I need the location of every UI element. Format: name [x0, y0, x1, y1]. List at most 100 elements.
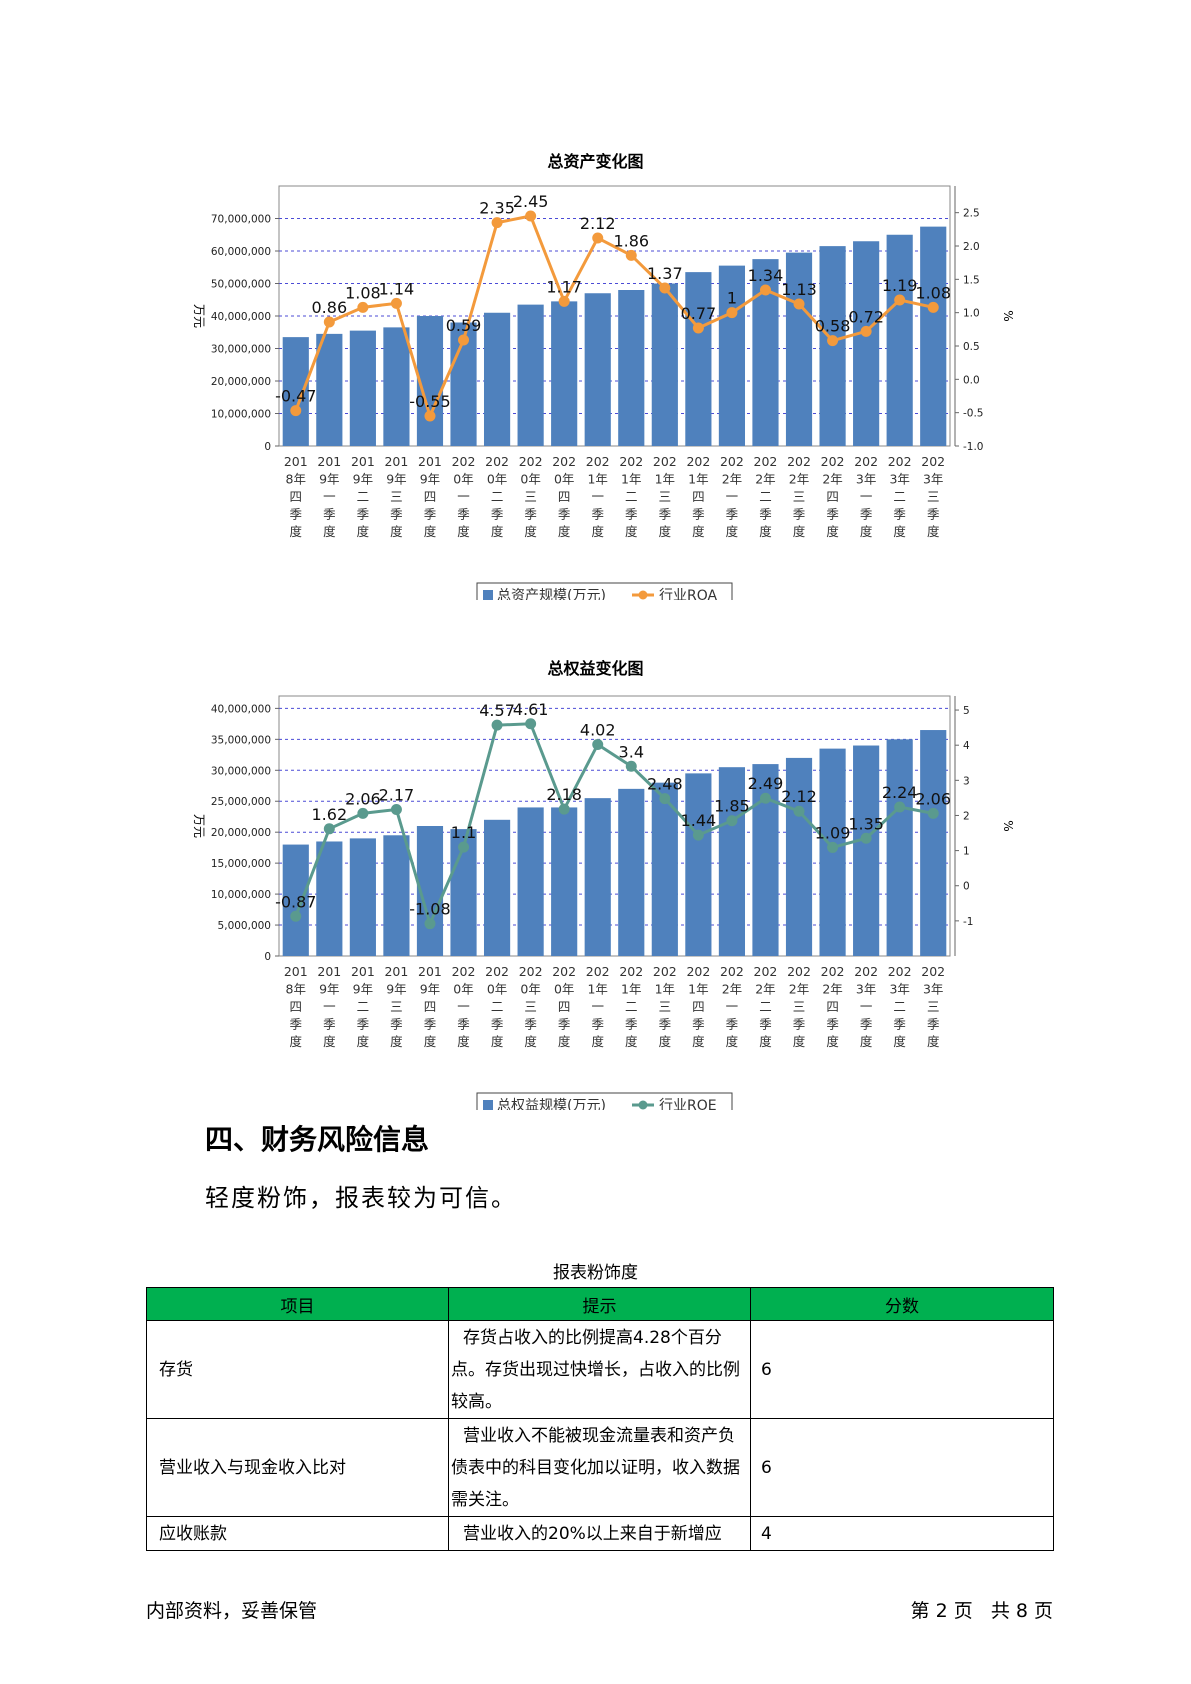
- data-label: 4.02: [580, 720, 616, 739]
- y-tick-label: 5,000,000: [218, 920, 271, 932]
- bar: [920, 730, 947, 956]
- x-tick-label: 201 8年四季度: [284, 964, 308, 1049]
- x-tick-label: 201 9年三季度: [384, 964, 408, 1049]
- y2-tick-label: 0.5: [963, 341, 980, 353]
- line-point: [659, 793, 671, 805]
- y-tick-label: 70,000,000: [211, 214, 271, 226]
- bar: [483, 819, 511, 956]
- legend-box: [476, 582, 733, 600]
- legend-box: [476, 1092, 733, 1110]
- data-label: 2.12: [781, 787, 817, 806]
- x-tick-label: 201 8年四季度: [284, 454, 308, 539]
- line-point: [390, 297, 402, 309]
- row-score: 6: [750, 1320, 1054, 1419]
- bar: [584, 798, 611, 956]
- data-label: 3.4: [619, 742, 644, 761]
- data-label: 1.14: [379, 279, 415, 298]
- bar: [349, 838, 376, 956]
- bar: [920, 226, 947, 446]
- row-item: 营业收入与现金收入比对: [146, 1418, 449, 1517]
- x-tick-label: 202 1年一季度: [586, 454, 610, 539]
- data-label: 2.49: [748, 774, 784, 793]
- x-tick-label: 202 0年一季度: [452, 454, 476, 539]
- y2-axis-label: %: [1001, 820, 1015, 831]
- data-label: 2.12: [580, 214, 616, 233]
- y-axis-label: 万元: [192, 304, 206, 328]
- bar: [584, 293, 611, 446]
- bar: [618, 788, 645, 956]
- line-point: [424, 410, 436, 422]
- bar: [685, 773, 712, 956]
- line-point: [323, 823, 335, 835]
- legend-line-marker: [638, 590, 648, 600]
- y-tick-label: 0: [264, 951, 271, 963]
- line-point: [558, 803, 570, 815]
- y2-tick-label: 1: [963, 846, 970, 858]
- y-tick-label: 0: [264, 441, 271, 453]
- y-tick-label: 60,000,000: [211, 246, 271, 258]
- line-point: [290, 910, 302, 922]
- line-series: [294, 722, 934, 929]
- row-item: 存货: [146, 1320, 449, 1419]
- bar: [618, 290, 645, 446]
- y2-tick-label: 2.5: [963, 208, 980, 220]
- line-point: [759, 284, 771, 296]
- bar: [383, 835, 410, 956]
- y-tick-label: 15,000,000: [211, 858, 271, 870]
- legend-bar-swatch: [483, 590, 493, 600]
- data-label: 1.09: [815, 823, 851, 842]
- line-point: [390, 803, 402, 815]
- line-point: [827, 841, 839, 853]
- line-point: [491, 217, 503, 229]
- line-point: [357, 807, 369, 819]
- line-point: [525, 210, 537, 222]
- y2-tick-label: 3: [963, 775, 970, 787]
- bar: [886, 234, 913, 446]
- x-tick-label: 202 1年一季度: [586, 964, 610, 1049]
- data-label: 1.19: [882, 276, 918, 295]
- line-point: [827, 335, 839, 347]
- data-label: 1.85: [714, 797, 750, 816]
- line-point: [726, 815, 738, 827]
- data-label: 2.18: [546, 785, 582, 804]
- line-series: [294, 214, 934, 421]
- x-tick-label: 202 3年一季度: [854, 964, 878, 1049]
- data-label: 0.58: [815, 317, 851, 336]
- y2-tick-label: 2.0: [963, 241, 980, 253]
- table-header-row: 项目 提示 分数: [146, 1287, 1054, 1321]
- x-tick-label: 201 9年三季度: [384, 454, 408, 539]
- data-label: 1.44: [681, 811, 717, 830]
- data-label: 1.86: [613, 231, 649, 250]
- legend-line-marker: [638, 1100, 648, 1110]
- section-body: 轻度粉饰，报表较为可信。: [205, 1184, 517, 1212]
- data-label: 4.61: [513, 700, 549, 719]
- y-tick-label: 40,000,000: [211, 703, 271, 715]
- x-tick-label: 202 1年四季度: [686, 454, 710, 539]
- bar: [483, 312, 511, 446]
- data-label: 1.37: [647, 264, 683, 283]
- assets-chart-title: 总资产变化图: [547, 152, 644, 171]
- x-tick-label: 202 3年一季度: [854, 454, 878, 539]
- x-tick-label: 202 0年二季度: [485, 964, 509, 1049]
- x-tick-label: 202 3年三季度: [921, 964, 945, 1049]
- x-tick-label: 201 9年一季度: [317, 964, 341, 1049]
- x-tick-label: 202 1年二季度: [619, 454, 643, 539]
- data-label: 1.1: [451, 823, 476, 842]
- data-label: -0.47: [275, 387, 316, 406]
- y2-tick-label: 1.5: [963, 274, 980, 286]
- assets-chart: 0 10,000,000 20,000,000 30,000,000 40,000,00…: [192, 185, 1015, 600]
- y-tick-label: 40,000,000: [211, 311, 271, 323]
- y-tick-label: 20,000,000: [211, 376, 271, 388]
- x-tick-label: 202 2年二季度: [754, 964, 778, 1049]
- equity-chart-title: 总权益变化图: [547, 659, 644, 678]
- y2-tick-label: 5: [963, 705, 970, 717]
- x-tick-label: 202 2年三季度: [787, 454, 811, 539]
- x-tick-label: 202 1年三季度: [653, 454, 677, 539]
- y2-tick-label: 0: [963, 881, 970, 893]
- line-point: [424, 918, 436, 930]
- table-caption: 报表粉饰度: [553, 1263, 638, 1283]
- line-point: [525, 718, 537, 730]
- data-label: 1.35: [848, 814, 884, 833]
- bar: [651, 782, 678, 956]
- table-row: 存货 存货占收入的比例提高4.28个百分点。存货出现过快增长，占收入的比例较高。…: [146, 1320, 1054, 1419]
